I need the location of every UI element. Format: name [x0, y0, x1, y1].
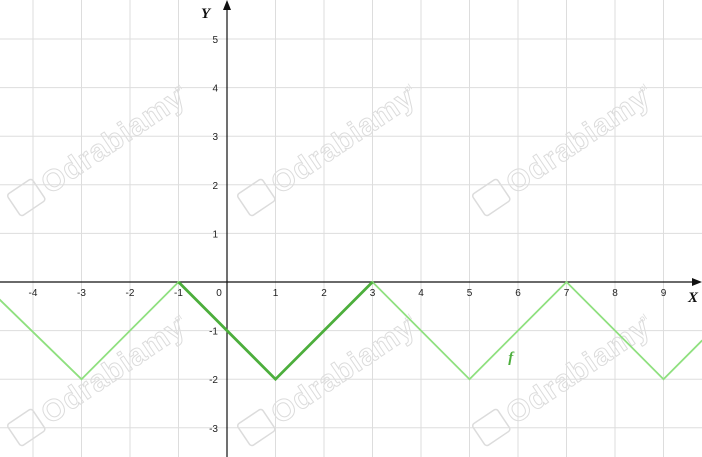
x-tick-labels: -4 -3 -2 -1 0 1 2 3 4 5 6 7 8 9	[29, 288, 667, 299]
y-tick-label: 4	[212, 84, 218, 95]
function-label-f: f	[508, 350, 515, 366]
watermark: Odrabiamy.pl	[236, 80, 422, 217]
series-layer	[0, 280, 702, 382]
watermark: Odrabiamy.pl	[471, 80, 657, 217]
x-tick-label: 6	[515, 288, 521, 299]
x-tick-label: 8	[612, 288, 618, 299]
x-tick-label: 0	[216, 288, 222, 299]
watermark-text: Odrabiamy	[35, 81, 191, 201]
x-tick-label: -3	[77, 288, 86, 299]
y-tick-label: 2	[212, 181, 218, 192]
y-tick-label: 5	[212, 35, 218, 46]
watermark-suffix: .pl	[400, 312, 413, 326]
x-axis-title: X	[687, 290, 699, 306]
watermark: Odrabiamy.pl	[6, 80, 192, 217]
watermark-text: Odrabiamy	[35, 311, 191, 431]
x-tick-label: -4	[29, 288, 38, 299]
watermark-logo-icon	[471, 408, 511, 447]
y-tick-labels: -3 -2 -1 1 2 3 4 5	[209, 35, 218, 435]
x-tick-label: 4	[418, 288, 424, 299]
x-tick-label: 5	[467, 288, 473, 299]
watermark-layer: Odrabiamy.pl Odrabiamy.pl Odrabiamy.plOdra…	[6, 80, 657, 447]
highlight-segment	[177, 281, 374, 382]
x-tick-label: 7	[564, 288, 570, 299]
watermark-suffix: .pl	[170, 82, 183, 96]
watermark-suffix: .pl	[635, 312, 648, 326]
y-tick-label: 1	[212, 229, 218, 240]
watermark-suffix: .pl	[170, 312, 183, 326]
x-tick-label: -1	[174, 288, 183, 299]
watermark-text: Odrabiamy	[265, 311, 421, 431]
x-tick-label: -2	[126, 288, 135, 299]
x-tick-label: 2	[321, 288, 327, 299]
y-tick-label: -1	[209, 327, 218, 338]
watermark-text: Odrabiamy	[500, 81, 656, 201]
watermark-logo-icon	[471, 178, 511, 217]
watermark-logo-icon	[6, 408, 46, 447]
x-tick-label: 1	[273, 288, 279, 299]
y-tick-label: -2	[209, 375, 218, 386]
x-tick-label: 9	[661, 288, 667, 299]
watermark-suffix: .pl	[400, 82, 413, 96]
watermark-text: Odrabiamy	[265, 81, 421, 201]
watermark-text: Odrabiamy	[500, 311, 656, 431]
y-axis-arrow	[223, 0, 231, 10]
watermark-logo-icon	[236, 178, 276, 217]
y-tick-label: 3	[212, 132, 218, 143]
watermark-logo-icon	[236, 408, 276, 447]
x-tick-label: 3	[370, 288, 376, 299]
y-tick-label: -3	[209, 424, 218, 435]
watermark-logo-icon	[6, 178, 46, 217]
y-axis-title: Y	[201, 6, 212, 22]
watermark-suffix: .pl	[635, 82, 648, 96]
x-axis-arrow	[692, 278, 702, 286]
